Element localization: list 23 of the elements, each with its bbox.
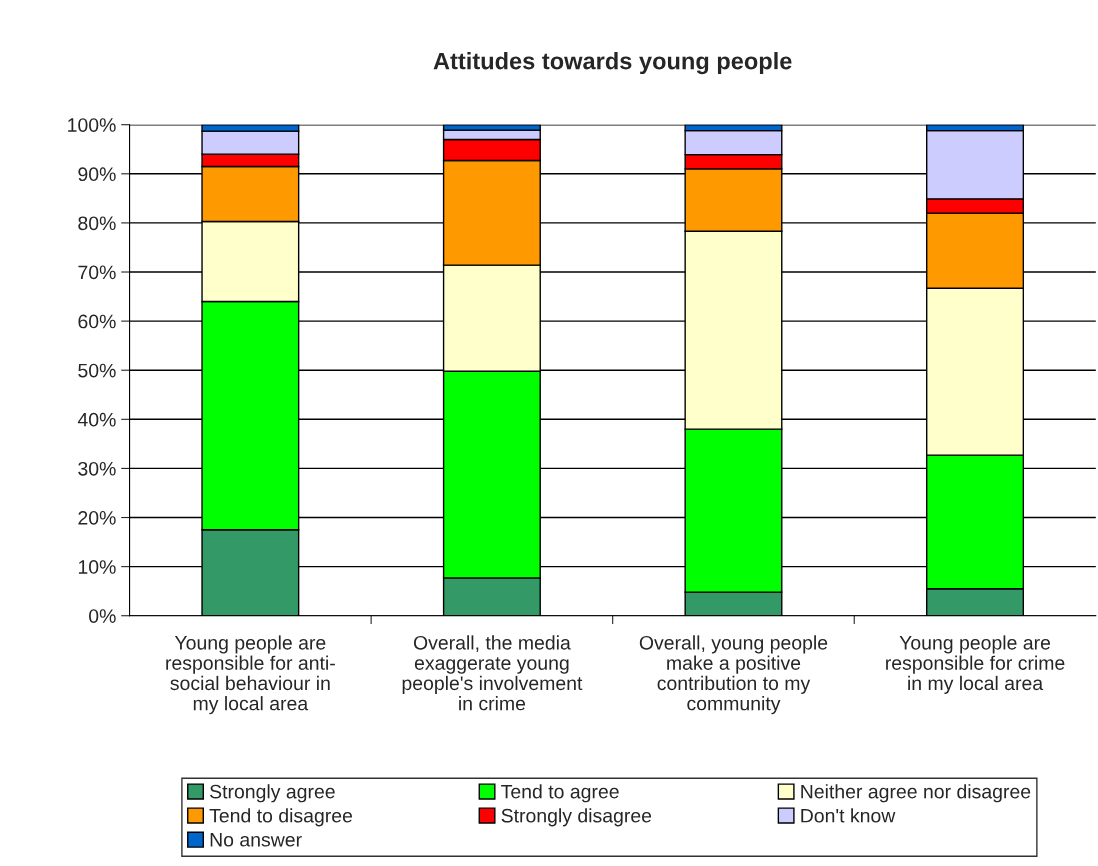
legend-label: Tend to agree [501,784,619,803]
legend-label: Strongly agree [210,784,335,803]
y-tick-label: 70% [78,265,116,280]
x-tick-label: Overall, young people make a positive contribution to my community [639,635,828,715]
y-tick-label: 60% [78,314,116,329]
legend-label: Don't know [801,808,896,823]
x-tick-label: Young people are responsible for crime in my local area [886,635,1065,694]
y-tick-label: 90% [78,167,116,182]
legend-label: Tend to disagree [209,808,353,827]
chart-title: Attitudes towards young people [433,52,792,75]
y-tick-label: 30% [78,461,116,476]
y-tick-label: 0% [89,609,116,623]
x-tick-label: Overall, the media exaggerate young people's involvement in crime [402,635,583,711]
y-tick-label: 100% [68,118,116,132]
x-tick-label: Young people are responsible for anti- social behaviour in my local area [166,635,335,715]
legend-label: No answer [210,833,302,847]
y-tick-label: 20% [78,510,116,525]
y-tick-label: 80% [78,216,116,231]
y-tick-label: 40% [77,412,116,427]
y-tick-label: 50% [78,363,116,378]
y-tick-label: 10% [78,560,116,574]
legend-label: Neither agree nor disagree [801,784,1031,803]
legend-label: Strongly disagree [501,808,652,827]
